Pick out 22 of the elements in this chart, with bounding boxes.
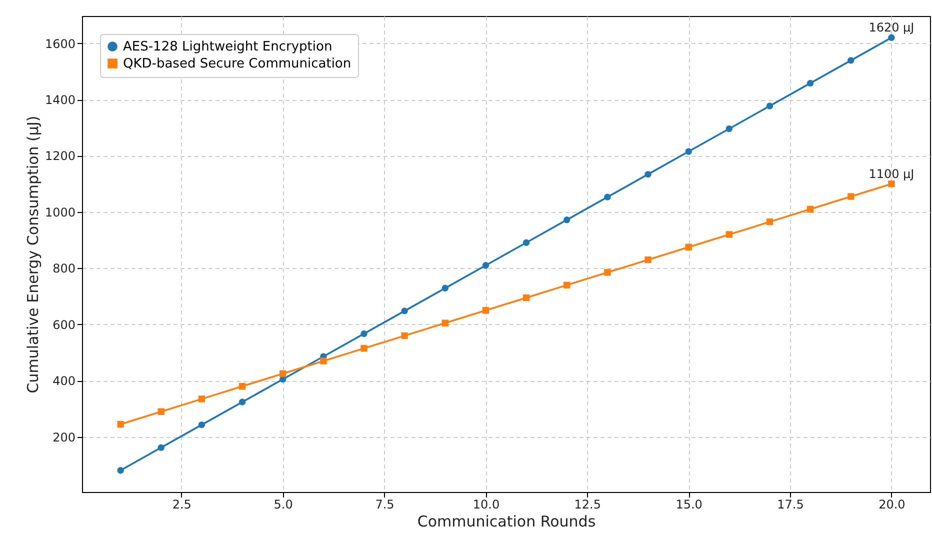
x-tick-label: 15.0: [676, 498, 702, 512]
y-tick-label: 1200: [44, 149, 76, 164]
x-tick-label: 10.0: [472, 498, 500, 512]
annotation: 1620 μJ: [868, 20, 914, 35]
y-tick-label: 1600: [44, 36, 76, 51]
y-tick-label: 1000: [44, 205, 76, 220]
y-tick-label: 200: [52, 430, 76, 444]
x-tick-label: 5.0: [274, 498, 293, 512]
x-tick-label: 20.0: [878, 498, 906, 512]
y-tick-label: 600: [52, 318, 76, 332]
x-tick-label: 12.5: [574, 498, 602, 512]
x-tick-label: 2.5: [172, 498, 192, 512]
y-tick-label: 1400: [44, 93, 76, 108]
legend-label: AES-128 Lightweight Encryption: [123, 40, 332, 54]
legend-label: QKD-based Secure Communication: [123, 56, 352, 72]
x-axis-title: Communication Rounds: [417, 512, 596, 530]
y-tick-label: 800: [52, 262, 76, 276]
x-tick-label: 17.5: [777, 498, 804, 512]
y-axis-title: Cumulative Energy Consumption (μJ): [24, 116, 42, 394]
y-tick-label: 400: [52, 374, 76, 388]
annotation: 1100 μJ: [868, 166, 914, 181]
x-tick-label: 7.5: [375, 498, 394, 512]
